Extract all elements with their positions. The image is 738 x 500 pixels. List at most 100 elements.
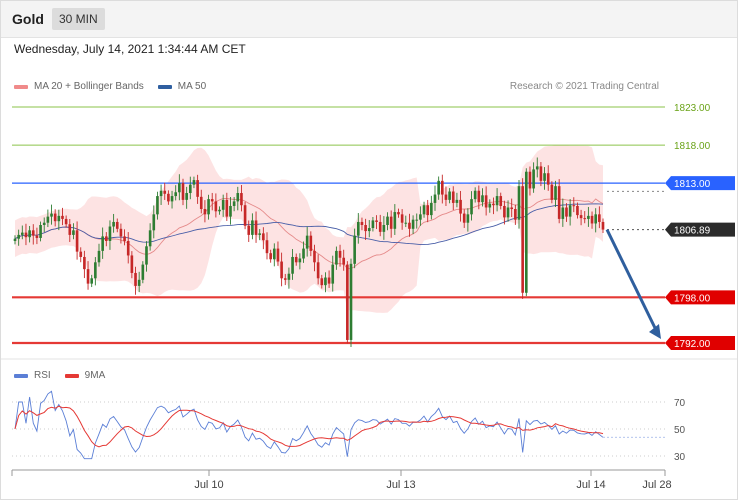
rsi-level-label: 50 bbox=[674, 425, 686, 436]
candle-body bbox=[499, 196, 503, 206]
candle-body bbox=[568, 205, 572, 217]
candle-body bbox=[397, 212, 400, 215]
candle-body bbox=[590, 215, 594, 224]
candle-body bbox=[79, 251, 83, 257]
forecast-arrowhead bbox=[649, 324, 661, 339]
candle-body bbox=[159, 190, 163, 197]
candle-body bbox=[364, 225, 367, 232]
candle-body bbox=[422, 205, 426, 215]
level-label: 1813.00 bbox=[674, 179, 711, 190]
candle-body bbox=[75, 230, 79, 252]
candle-body bbox=[64, 218, 68, 225]
candle-body bbox=[280, 261, 283, 279]
candle-body bbox=[451, 191, 455, 203]
candle-body bbox=[389, 216, 393, 229]
candle-body bbox=[28, 230, 31, 238]
candle-body bbox=[510, 207, 514, 210]
candle-body bbox=[17, 234, 20, 239]
current-price-tag bbox=[665, 222, 735, 237]
level-tag bbox=[665, 176, 735, 191]
candle-body bbox=[437, 180, 440, 195]
ma20-line bbox=[14, 197, 604, 270]
time-axis-label: Jul 13 bbox=[386, 479, 415, 491]
candle-body bbox=[360, 221, 364, 225]
candle-body bbox=[276, 248, 280, 262]
candle-body bbox=[433, 194, 437, 203]
candle-body bbox=[126, 240, 130, 256]
rsi-ma-line bbox=[14, 405, 604, 448]
candle-body bbox=[316, 262, 320, 279]
level-tag bbox=[665, 290, 735, 305]
candle-body bbox=[272, 248, 276, 260]
candle-body bbox=[221, 199, 225, 210]
candle-body bbox=[459, 199, 462, 214]
candle-body bbox=[535, 166, 539, 170]
research-credit: Research © 2021 Trading Central bbox=[509, 81, 659, 92]
time-axis-label: Jul 28 bbox=[642, 479, 671, 491]
candle-body bbox=[462, 213, 466, 223]
candle-body bbox=[521, 186, 524, 293]
candle-body bbox=[331, 264, 335, 284]
candle-body bbox=[415, 219, 419, 221]
candle-body bbox=[539, 166, 543, 181]
candle-body bbox=[473, 190, 477, 200]
candle-body bbox=[404, 222, 408, 224]
candle-body bbox=[324, 277, 327, 286]
candle-body bbox=[430, 202, 433, 216]
candle-body bbox=[265, 240, 269, 254]
candle-body bbox=[587, 215, 590, 219]
candle-body bbox=[83, 256, 86, 270]
candle-body bbox=[514, 209, 517, 220]
candle-body bbox=[444, 194, 448, 200]
candle-body bbox=[378, 221, 382, 232]
candle-body bbox=[101, 236, 104, 251]
time-axis-label: Jul 14 bbox=[576, 479, 605, 491]
rsi-level-label: 70 bbox=[674, 398, 686, 409]
rsi-legend-label: RSI bbox=[34, 370, 51, 381]
candle-body bbox=[108, 226, 112, 241]
candle-body bbox=[561, 207, 565, 219]
candle-body bbox=[327, 277, 331, 284]
candle-body bbox=[298, 258, 302, 263]
ma20-legend-label: MA 20 + Bollinger Bands bbox=[34, 81, 144, 92]
candle-body bbox=[218, 209, 221, 212]
candle-body bbox=[90, 278, 94, 284]
candle-body bbox=[484, 195, 488, 208]
candle-body bbox=[20, 232, 24, 235]
candle-body bbox=[13, 238, 17, 241]
candle-body bbox=[448, 191, 451, 200]
rsi-swatch bbox=[14, 373, 28, 378]
candle-body bbox=[130, 255, 134, 273]
toolbar: Gold 30 MIN bbox=[1, 1, 737, 38]
candle-body bbox=[503, 205, 506, 218]
candle-body bbox=[283, 278, 287, 280]
candle-body bbox=[488, 203, 492, 208]
candle-body bbox=[141, 264, 145, 280]
candle-body bbox=[199, 196, 203, 210]
candle-body bbox=[524, 171, 528, 293]
candle-body bbox=[338, 250, 342, 258]
candle-body bbox=[335, 250, 338, 265]
candle-body bbox=[353, 235, 356, 264]
candle-body bbox=[112, 221, 115, 227]
candle-body bbox=[262, 233, 265, 241]
candle-body bbox=[35, 235, 39, 238]
candle-body bbox=[598, 214, 601, 222]
rsi-legend: RSI 9MA bbox=[14, 370, 105, 381]
candle-body bbox=[156, 196, 159, 215]
candle-body bbox=[546, 173, 550, 185]
candle-body bbox=[550, 184, 554, 200]
candle-body bbox=[203, 209, 207, 215]
ma9-legend-label: 9MA bbox=[84, 370, 106, 381]
candle-body bbox=[287, 273, 291, 280]
timeframe-button[interactable]: 30 MIN bbox=[52, 8, 105, 30]
candle-body bbox=[152, 214, 156, 231]
ma20-swatch bbox=[14, 84, 28, 89]
candle-body bbox=[258, 233, 262, 235]
level-tag bbox=[665, 336, 735, 350]
candle-body bbox=[247, 225, 251, 235]
candle-body bbox=[342, 257, 346, 265]
candle-body bbox=[68, 224, 72, 235]
